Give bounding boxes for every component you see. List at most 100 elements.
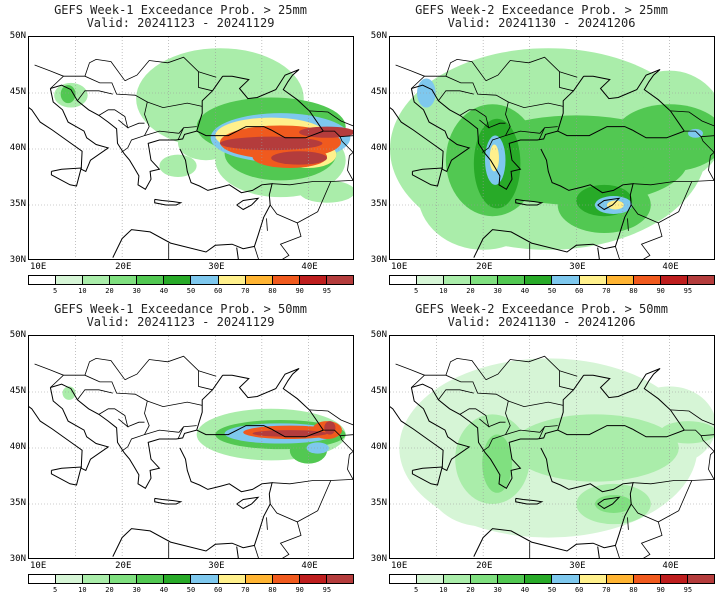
colorbar-label: 20 [466, 586, 475, 594]
precip-probability-area [219, 136, 323, 151]
country-border [254, 246, 259, 259]
longitude-label: 40E [662, 262, 679, 272]
latitude-label: 40N [9, 143, 26, 153]
country-border [713, 479, 714, 481]
country-border [77, 90, 113, 102]
colorbar-swatch [83, 575, 111, 583]
colorbar-label: 5 [414, 287, 419, 295]
colorbar-swatch [191, 276, 219, 284]
longitude-label: 10E [391, 561, 408, 571]
colorbar [28, 275, 354, 285]
latitude-label: 35N [370, 498, 387, 508]
longitude-label: 20E [476, 262, 493, 272]
country-border [615, 545, 620, 558]
latitude-label: 45N [9, 87, 26, 97]
colorbar-swatch [525, 575, 553, 583]
country-border [254, 545, 259, 558]
colorbar-swatch [326, 575, 353, 583]
colorbar-label: 40 [520, 287, 530, 295]
precip-probability-area [489, 144, 499, 172]
coastline [390, 88, 471, 173]
country-border [488, 122, 506, 129]
country-border [177, 127, 184, 141]
latitude-label: 45N [370, 87, 387, 97]
panel-title: GEFS Week-1 Exceedance Prob. > 50mm [54, 302, 307, 316]
latitude-label: 30N [370, 255, 387, 265]
colorbar-label: 10 [439, 586, 448, 594]
precip-probability-area [660, 421, 714, 444]
coastline [473, 447, 634, 557]
longitude-label: 20E [115, 561, 132, 571]
colorbar-swatch [444, 276, 472, 284]
colorbar-swatch [606, 276, 634, 284]
coastline [50, 167, 82, 187]
latitude-label: 35N [370, 199, 387, 209]
latitude-label: 50N [9, 31, 26, 41]
country-border [459, 109, 490, 129]
country-border [124, 56, 213, 92]
colorbar-swatch [660, 575, 688, 583]
colorbar-swatch [633, 276, 661, 284]
country-border [63, 374, 150, 452]
panel-valid-dates: Valid: 20241130 - 20241206 [447, 16, 636, 30]
colorbar-label: 50 [547, 586, 557, 594]
country-border [77, 389, 113, 401]
coastline [515, 198, 544, 206]
colorbar-label: 95 [322, 287, 332, 295]
country-border [508, 101, 564, 109]
colorbar-swatch [579, 276, 607, 284]
colorbar-swatch [660, 276, 688, 284]
colorbar-swatch [110, 276, 138, 284]
country-border [395, 363, 426, 388]
colorbar-swatch [444, 575, 472, 583]
country-border [177, 426, 184, 440]
colorbar-swatch [56, 575, 84, 583]
country-border [485, 56, 574, 92]
longitude-label: 40E [662, 561, 679, 571]
country-border [559, 71, 578, 78]
panel-title: GEFS Week-2 Exceedance Prob. > 25mm [415, 3, 668, 17]
coastline [557, 425, 685, 438]
precip-probability-area [324, 421, 336, 435]
country-border [438, 90, 474, 102]
longitude-label: 20E [476, 561, 493, 571]
colorbar [389, 275, 715, 285]
forecast-panel: GEFS Week-2 Exceedance Prob. > 50mm Vali… [361, 299, 722, 598]
country-border [309, 110, 353, 138]
colorbar-label: 90 [295, 287, 304, 295]
colorbar-label: 50 [186, 586, 196, 594]
forecast-panel: GEFS Week-2 Exceedance Prob. > 25mm Vali… [361, 0, 722, 299]
colorbar-swatch [417, 276, 445, 284]
coastline [583, 69, 685, 132]
colorbar-label: 40 [520, 586, 530, 594]
colorbar-label: 60 [574, 287, 584, 295]
colorbar-label: 60 [213, 586, 223, 594]
colorbar-swatch [245, 276, 273, 284]
longitude-label: 10E [391, 262, 408, 272]
colorbar-label: 10 [78, 586, 87, 594]
map-area [389, 36, 715, 260]
colorbar-label: 95 [683, 287, 693, 295]
colorbar-swatch [164, 276, 192, 284]
coastline [411, 466, 443, 486]
colorbar-label: 70 [241, 586, 250, 594]
latitude-label: 45N [370, 386, 387, 396]
colorbar-swatch [299, 575, 327, 583]
colorbar-swatch [137, 575, 165, 583]
country-border [713, 180, 714, 182]
longitude-label: 40E [301, 561, 318, 571]
country-border [445, 357, 487, 380]
coastline [222, 368, 324, 431]
latitude-label: 40N [9, 442, 26, 452]
colorbar-swatch [218, 575, 246, 583]
coastline [29, 88, 110, 173]
colorbar-label: 20 [466, 287, 475, 295]
colorbar-swatch [29, 276, 57, 284]
colorbar-swatch [417, 575, 445, 583]
country-border [98, 408, 129, 428]
country-border [488, 421, 506, 428]
colorbar-label: 60 [213, 287, 223, 295]
country-border [266, 218, 268, 231]
longitude-label: 30E [569, 262, 586, 272]
colorbar-label: 20 [105, 287, 114, 295]
